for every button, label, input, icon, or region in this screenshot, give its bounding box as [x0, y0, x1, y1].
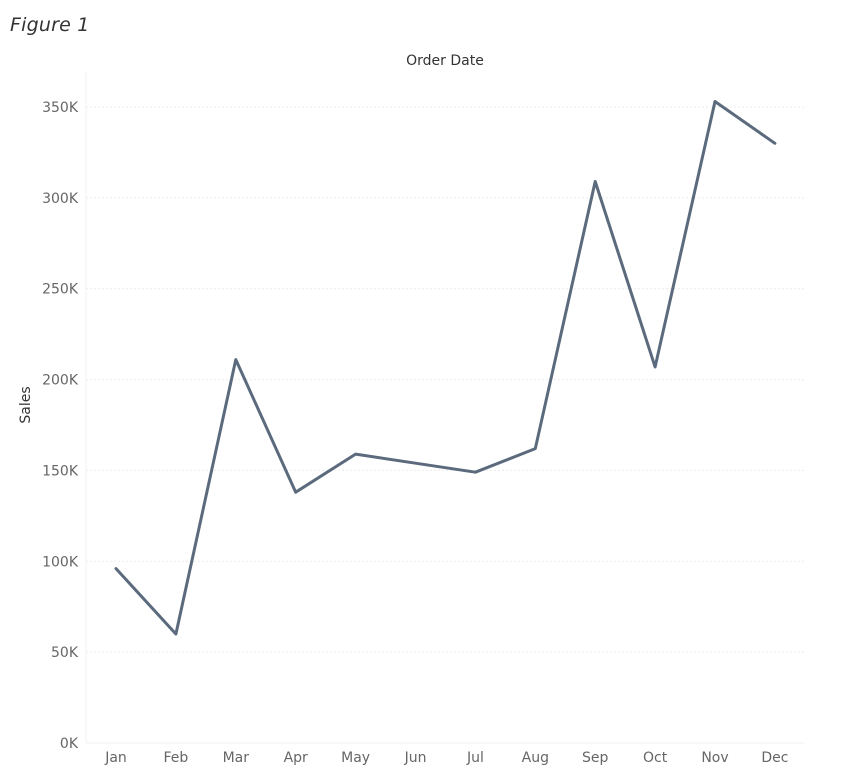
data-point-jul [474, 471, 476, 473]
y-tick-label: 200K [42, 373, 79, 389]
y-tick-label: 50K [51, 645, 79, 661]
y-axis-ticks: 0K 50K 100K 150K 200K 250K 300K 350K [42, 100, 79, 752]
data-point-apr [295, 491, 297, 493]
data-point-jan [115, 568, 117, 570]
data-point-may [355, 453, 357, 455]
chart-title: Order Date [406, 53, 484, 69]
x-tick-label: Jul [466, 750, 484, 766]
series-line [114, 100, 777, 636]
y-axis-title: Sales [18, 386, 34, 423]
y-tick-label: 0K [60, 736, 79, 752]
x-axis-ticks: Jan Feb Mar Apr May Jun Jul Aug Sep Oct Nov Dec [104, 750, 788, 766]
data-point-mar [235, 359, 237, 361]
data-point-feb [175, 633, 177, 635]
data-point-oct [654, 366, 656, 368]
x-tick-label: Oct [643, 750, 668, 766]
y-tick-label: 350K [42, 100, 79, 116]
x-tick-label: Jun [404, 750, 427, 766]
x-tick-label: Jan [104, 750, 127, 766]
data-point-jun [415, 462, 416, 464]
y-tick-label: 150K [42, 463, 79, 479]
y-tick-label: 100K [42, 554, 79, 570]
y-tick-label: 250K [42, 282, 79, 298]
x-tick-label: Feb [164, 750, 189, 766]
data-point-sep [594, 181, 596, 183]
data-point-dec [774, 142, 776, 144]
x-tick-label: Aug [522, 750, 549, 766]
data-point-nov [714, 101, 716, 103]
series-layer [114, 100, 777, 636]
x-tick-label: May [341, 750, 370, 766]
x-tick-label: Nov [701, 750, 728, 766]
axes [85, 72, 804, 744]
figure-label: Figure 1 [10, 14, 90, 36]
y-tick-label: 300K [42, 191, 79, 207]
x-tick-label: Apr [284, 750, 308, 766]
x-tick-label: Dec [761, 750, 788, 766]
data-point-aug [534, 448, 536, 450]
x-tick-label: Sep [582, 750, 609, 766]
x-tick-label: Mar [223, 750, 250, 766]
